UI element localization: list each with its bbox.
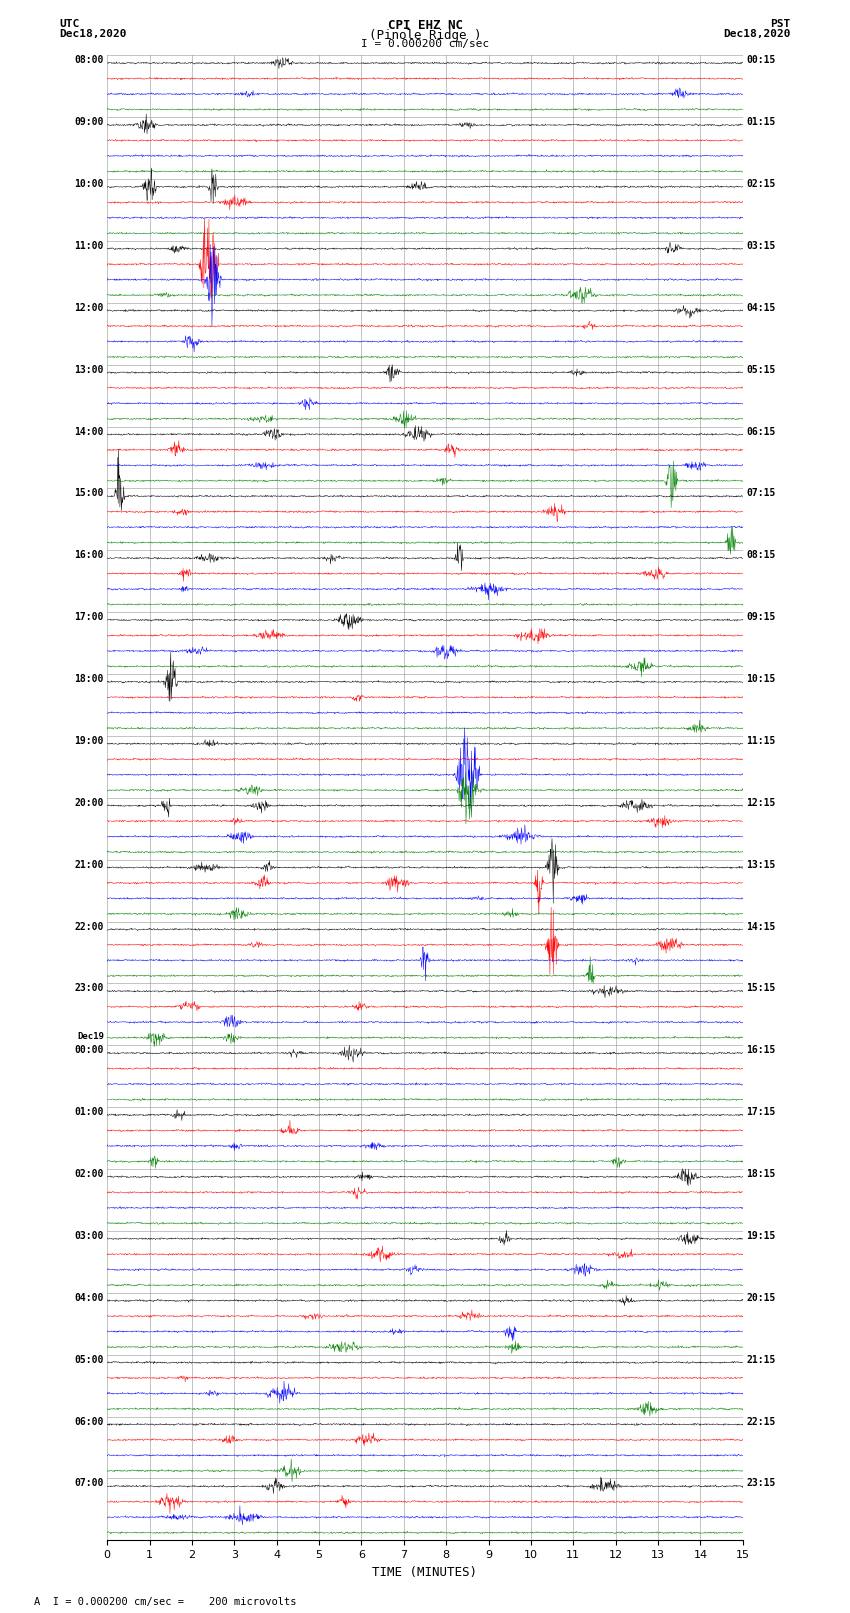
Text: 18:00: 18:00	[75, 674, 104, 684]
Text: 06:15: 06:15	[746, 426, 775, 437]
Text: 16:15: 16:15	[746, 1045, 775, 1055]
Text: 14:15: 14:15	[746, 921, 775, 932]
Text: 05:15: 05:15	[746, 365, 775, 374]
Text: 04:00: 04:00	[75, 1294, 104, 1303]
Text: 21:15: 21:15	[746, 1355, 775, 1365]
Text: 16:00: 16:00	[75, 550, 104, 560]
Text: 23:15: 23:15	[746, 1479, 775, 1489]
Text: Dec19: Dec19	[77, 1032, 104, 1040]
Text: I = 0.000200 cm/sec: I = 0.000200 cm/sec	[361, 39, 489, 48]
Text: 07:00: 07:00	[75, 1479, 104, 1489]
Text: 12:00: 12:00	[75, 303, 104, 313]
Text: 03:00: 03:00	[75, 1231, 104, 1240]
Text: 06:00: 06:00	[75, 1416, 104, 1426]
Text: PST: PST	[770, 19, 790, 29]
Text: 17:15: 17:15	[746, 1107, 775, 1118]
Text: 09:15: 09:15	[746, 613, 775, 623]
Text: 02:00: 02:00	[75, 1169, 104, 1179]
Text: 00:15: 00:15	[746, 55, 775, 65]
Text: 22:00: 22:00	[75, 921, 104, 932]
Text: 22:15: 22:15	[746, 1416, 775, 1426]
Text: 18:15: 18:15	[746, 1169, 775, 1179]
Text: 07:15: 07:15	[746, 489, 775, 498]
Text: 19:15: 19:15	[746, 1231, 775, 1240]
Text: 01:00: 01:00	[75, 1107, 104, 1118]
Text: 11:15: 11:15	[746, 736, 775, 745]
Text: 08:15: 08:15	[746, 550, 775, 560]
Text: 08:00: 08:00	[75, 55, 104, 65]
Text: 13:15: 13:15	[746, 860, 775, 869]
Text: 23:00: 23:00	[75, 984, 104, 994]
Text: 15:00: 15:00	[75, 489, 104, 498]
Text: 20:15: 20:15	[746, 1294, 775, 1303]
Text: A  I = 0.000200 cm/sec =    200 microvolts: A I = 0.000200 cm/sec = 200 microvolts	[34, 1597, 297, 1607]
Text: 21:00: 21:00	[75, 860, 104, 869]
Text: 20:00: 20:00	[75, 798, 104, 808]
Text: 10:00: 10:00	[75, 179, 104, 189]
Text: 17:00: 17:00	[75, 613, 104, 623]
Text: CPI EHZ NC: CPI EHZ NC	[388, 19, 462, 32]
Text: Dec18,2020: Dec18,2020	[60, 29, 127, 39]
Text: 00:00: 00:00	[75, 1045, 104, 1055]
X-axis label: TIME (MINUTES): TIME (MINUTES)	[372, 1566, 478, 1579]
Text: 02:15: 02:15	[746, 179, 775, 189]
Text: Dec18,2020: Dec18,2020	[723, 29, 791, 39]
Text: 12:15: 12:15	[746, 798, 775, 808]
Text: UTC: UTC	[60, 19, 80, 29]
Text: 10:15: 10:15	[746, 674, 775, 684]
Text: 05:00: 05:00	[75, 1355, 104, 1365]
Text: (Pinole Ridge ): (Pinole Ridge )	[369, 29, 481, 42]
Text: 03:15: 03:15	[746, 240, 775, 252]
Text: 15:15: 15:15	[746, 984, 775, 994]
Text: 14:00: 14:00	[75, 426, 104, 437]
Text: 01:15: 01:15	[746, 118, 775, 127]
Text: 19:00: 19:00	[75, 736, 104, 745]
Text: 04:15: 04:15	[746, 303, 775, 313]
Text: 09:00: 09:00	[75, 118, 104, 127]
Text: 11:00: 11:00	[75, 240, 104, 252]
Text: 13:00: 13:00	[75, 365, 104, 374]
